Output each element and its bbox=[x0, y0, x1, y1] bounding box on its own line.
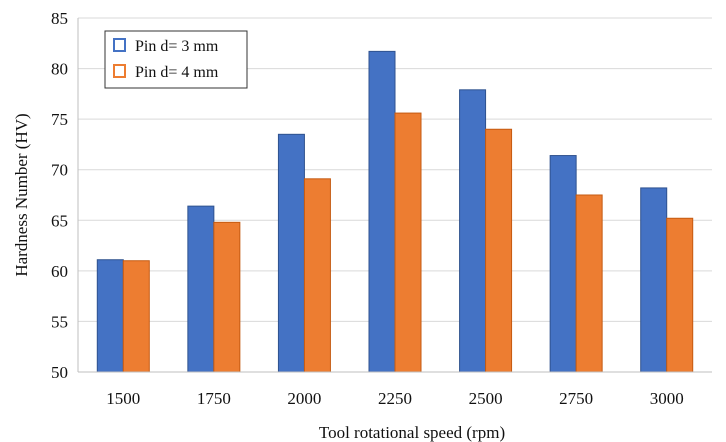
legend-label-pin-3mm: Pin d= 3 mm bbox=[135, 38, 219, 55]
legend-label-pin-4mm: Pin d= 4 mm bbox=[135, 64, 219, 81]
bar-pin-4mm-1500 bbox=[122, 260, 150, 373]
bar-pin-3mm-1500 bbox=[96, 259, 124, 373]
y-axis-title: Hardness Number (HV) bbox=[12, 113, 31, 276]
y-tick-label: 50 bbox=[51, 363, 68, 382]
bar-pin-4mm-3000 bbox=[666, 217, 694, 373]
y-tick-label: 75 bbox=[51, 110, 68, 129]
bars bbox=[96, 50, 694, 373]
legend-box bbox=[104, 30, 248, 89]
x-tick-label: 2500 bbox=[469, 389, 503, 408]
y-tick-label: 70 bbox=[51, 161, 68, 180]
y-tick-label: 65 bbox=[51, 211, 68, 230]
axes bbox=[77, 18, 712, 373]
bar-pin-4mm-2750 bbox=[575, 194, 603, 373]
legend-swatch-pin-4mm bbox=[113, 64, 126, 78]
x-tick-label: 3000 bbox=[650, 389, 684, 408]
bar-pin-4mm-2000 bbox=[303, 178, 331, 373]
bar-pin-3mm-2500 bbox=[459, 89, 487, 373]
y-tick-label: 60 bbox=[51, 262, 68, 281]
y-tick-label: 55 bbox=[51, 312, 68, 331]
x-tick-label: 1750 bbox=[197, 389, 231, 408]
bar-pin-4mm-2500 bbox=[485, 128, 513, 373]
bar-pin-3mm-3000 bbox=[640, 187, 668, 373]
x-tick-label: 1500 bbox=[106, 389, 140, 408]
bar-pin-4mm-2250 bbox=[394, 112, 422, 373]
x-tick-label: 2250 bbox=[378, 389, 412, 408]
legend-swatch-pin-3mm bbox=[113, 38, 126, 52]
y-tick-label: 85 bbox=[51, 9, 68, 28]
bar-pin-3mm-2750 bbox=[549, 155, 577, 373]
y-tick-label: 80 bbox=[51, 60, 68, 79]
bar-pin-3mm-2000 bbox=[277, 133, 305, 373]
x-axis-title: Tool rotational speed (rpm) bbox=[319, 423, 505, 442]
tick-labels: 50 55 60 65 70 75 80 85 1500 1750 2000 2250 2500 2750… bbox=[51, 9, 684, 408]
bar-pin-3mm-2250 bbox=[368, 50, 396, 373]
legend: Pin d= 3 mm Pin d= 4 mm bbox=[104, 30, 248, 89]
x-tick-label: 2750 bbox=[559, 389, 593, 408]
x-tick-label: 2000 bbox=[287, 389, 321, 408]
bar-pin-3mm-1750 bbox=[187, 205, 215, 373]
bar-pin-4mm-1750 bbox=[213, 221, 241, 373]
